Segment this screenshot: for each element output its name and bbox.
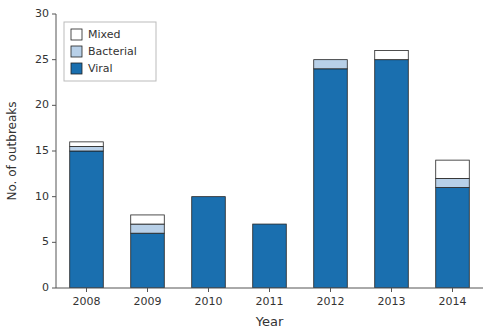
x-tick-label: 2013 [378,295,406,308]
bar-segment [375,51,409,60]
y-tick-label: 10 [35,190,49,203]
bar-segment [131,233,165,288]
chart-container: 0 5 10 15 20 25 30 2008 2009 2010 2011 2012 2013 2014… [0,0,497,334]
x-tick [147,288,148,292]
x-tick-label: 2014 [439,295,467,308]
y-tick-label: 30 [35,7,49,20]
y-tick [52,288,56,289]
bar-segment [131,224,165,233]
bars [70,51,470,288]
x-tick [391,288,392,292]
y-tick-label: 5 [42,235,49,248]
y-tick [52,59,56,60]
y-tick-label: 15 [35,144,49,157]
bar-segment [70,151,104,288]
bar-segment [253,224,287,288]
bar-segment [375,60,409,288]
legend-label: Bacterial [88,45,137,58]
chart-svg: 0 5 10 15 20 25 30 2008 2009 2010 2011 2012 2013 2014… [0,0,497,334]
x-tick-label: 2011 [256,295,284,308]
y-axis-label: No. of outbreaks [5,102,19,201]
bar-segment [70,146,104,151]
x-tick-label: 2008 [73,295,101,308]
bar-segment [253,224,287,225]
bar-segment [70,142,104,147]
y-tick-label: 25 [35,53,49,66]
legend-swatch [71,63,82,74]
x-tick [208,288,209,292]
legend-swatch [71,46,82,57]
bar-segment [436,160,470,178]
legend-label: Viral [88,62,113,75]
y-tick [52,196,56,197]
x-tick [330,288,331,292]
x-tick-label: 2010 [195,295,223,308]
legend-label: Mixed [88,28,120,41]
axes: 0 5 10 15 20 25 30 2008 2009 2010 2011 2012 2013 2014 [35,7,483,308]
bar-segment [131,215,165,224]
bar-segment [314,60,348,69]
legend: Mixed Bacterial Viral [64,22,156,81]
bar-segment [436,178,470,187]
y-tick [52,105,56,106]
bar-segment [314,59,348,60]
y-tick [52,151,56,152]
bar-segment [192,197,226,288]
x-tick [86,288,87,292]
x-tick [269,288,270,292]
x-tick [452,288,453,292]
bar-segment [192,196,226,197]
bar-segment [192,196,226,197]
x-axis-label: Year [255,314,284,329]
x-tick-label: 2012 [317,295,345,308]
bar-segment [253,224,287,225]
y-tick [52,242,56,243]
y-tick [52,14,56,15]
legend-swatch [71,29,82,40]
y-tick-label: 20 [35,98,49,111]
bar-segment [314,69,348,288]
bar-segment [436,188,470,288]
x-tick-label: 2009 [134,295,162,308]
y-tick-label: 0 [42,281,49,294]
legend-box [64,22,156,81]
